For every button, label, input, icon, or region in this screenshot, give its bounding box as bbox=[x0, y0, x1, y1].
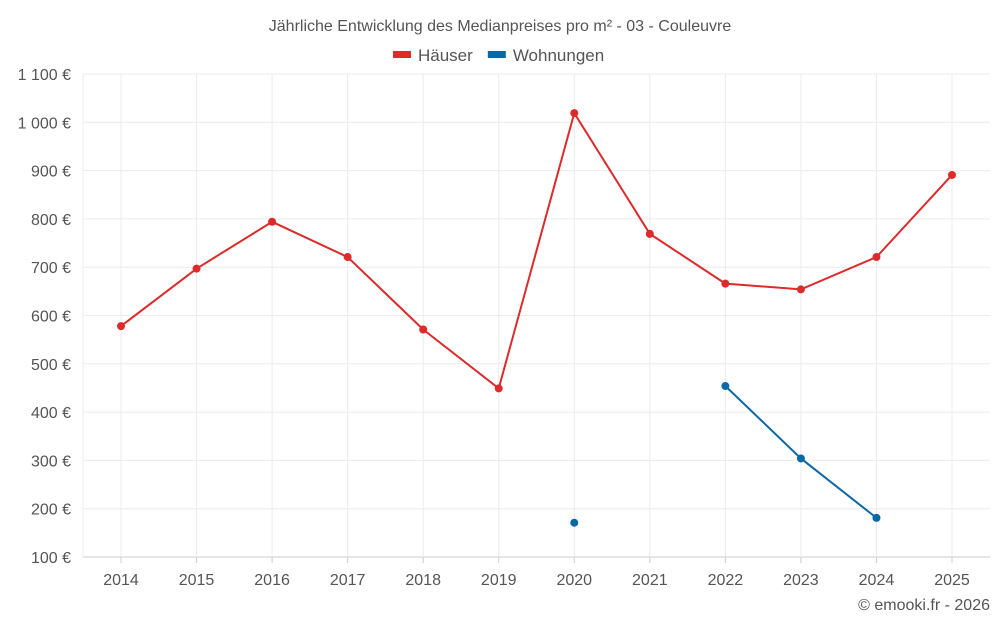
data-point bbox=[268, 217, 277, 226]
data-point bbox=[570, 109, 579, 118]
chart-title: Jährliche Entwicklung des Medianpreises … bbox=[269, 18, 732, 35]
x-tick-label: 2022 bbox=[708, 572, 744, 589]
data-point bbox=[494, 384, 503, 393]
y-tick-label: 1 000 € bbox=[18, 115, 71, 132]
data-point bbox=[872, 513, 881, 522]
x-tick-label: 2016 bbox=[254, 572, 290, 589]
grid bbox=[82, 73, 990, 563]
data-point bbox=[948, 170, 956, 179]
y-axis: 100 € 200 € 300 € 400 € 500 € 600 € 700 € 800 €… bbox=[18, 67, 71, 567]
data-point bbox=[117, 322, 125, 331]
legend-swatch bbox=[487, 51, 506, 58]
data-point bbox=[796, 454, 805, 463]
x-tick-label: 2020 bbox=[556, 572, 592, 589]
data-point bbox=[721, 279, 730, 288]
data-point bbox=[872, 253, 881, 262]
y-tick-label: 200 € bbox=[31, 502, 71, 519]
x-tick-label: 2017 bbox=[330, 572, 366, 589]
legend: Häuser Wohnungen bbox=[393, 46, 604, 65]
y-tick-label: 100 € bbox=[31, 550, 71, 567]
x-tick-label: 2018 bbox=[405, 572, 441, 589]
y-tick-label: 900 € bbox=[31, 164, 71, 181]
y-tick-label: 1 100 € bbox=[18, 67, 71, 84]
series-layer bbox=[117, 109, 956, 527]
y-tick-label: 800 € bbox=[31, 212, 71, 229]
legend-swatch bbox=[393, 51, 411, 58]
series-häuser bbox=[117, 109, 956, 393]
data-point bbox=[343, 253, 352, 262]
x-axis: 2014 2015 2016 2017 2018 2019 2020 2021 2022 2023… bbox=[103, 572, 970, 589]
data-point bbox=[645, 229, 654, 238]
data-point bbox=[419, 325, 428, 334]
x-tick-label: 2023 bbox=[783, 572, 819, 589]
y-tick-label: 400 € bbox=[31, 405, 71, 422]
legend-label: Wohnungen bbox=[513, 46, 604, 65]
data-point bbox=[570, 518, 579, 527]
x-tick-label: 2024 bbox=[859, 572, 895, 589]
y-tick-label: 600 € bbox=[31, 309, 71, 326]
credit: © emooki.fr - 2026 bbox=[858, 597, 990, 614]
x-tick-label: 2019 bbox=[481, 572, 517, 589]
x-tick-label: 2021 bbox=[632, 572, 668, 589]
series-line bbox=[120, 110, 953, 391]
y-tick-label: 500 € bbox=[31, 357, 71, 374]
y-tick-label: 300 € bbox=[31, 453, 71, 470]
data-point bbox=[796, 285, 805, 294]
x-tick-label: 2015 bbox=[179, 572, 215, 589]
legend-label: Häuser bbox=[418, 46, 473, 65]
data-point bbox=[192, 264, 201, 273]
x-tick-label: 2025 bbox=[934, 572, 970, 589]
y-tick-label: 700 € bbox=[31, 260, 71, 277]
series-wohnungen bbox=[570, 382, 881, 527]
x-tick-label: 2014 bbox=[103, 572, 139, 589]
data-point bbox=[721, 382, 730, 391]
